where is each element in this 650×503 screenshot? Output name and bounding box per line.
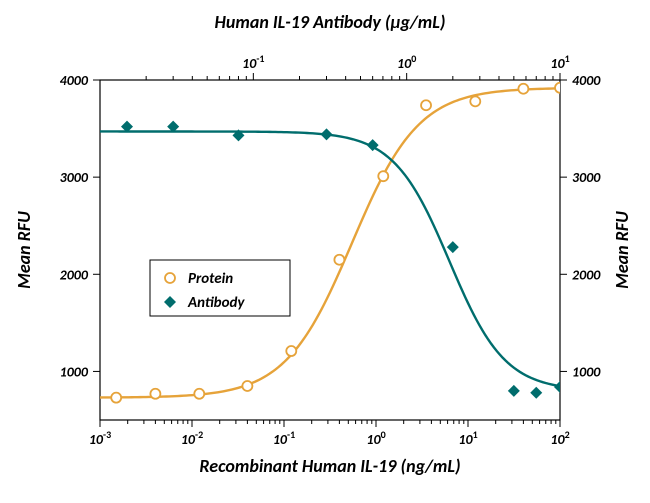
x-bottom-tick-label: 102 xyxy=(550,428,569,449)
x-bottom-tick-label: 10-1 xyxy=(273,428,295,449)
left-axis-title: Mean RFU xyxy=(13,211,35,289)
y-left-tick-label: 4000 xyxy=(60,72,89,89)
top-axis-title: Human IL-19 Antibody (μg/mL) xyxy=(215,11,446,33)
right-axis-title: Mean RFU xyxy=(611,211,633,289)
x-bottom-tick-label: 10-3 xyxy=(89,428,111,449)
y-right-tick-label: 4000 xyxy=(572,72,601,89)
x-bottom-tick-label: 100 xyxy=(366,428,385,449)
y-left-tick-label: 2000 xyxy=(60,266,89,283)
x-bottom-tick-label: 101 xyxy=(458,428,477,449)
y-right-tick-label: 2000 xyxy=(572,266,601,283)
protein-marker xyxy=(470,96,480,106)
antibody-marker xyxy=(508,385,520,397)
x-top-tick-label: 10-1 xyxy=(242,52,264,73)
protein-marker xyxy=(286,346,296,356)
y-right-tick-label: 3000 xyxy=(572,169,601,186)
legend-protein-icon xyxy=(165,273,175,283)
protein-marker xyxy=(242,381,252,391)
y-left-tick-label: 3000 xyxy=(60,169,89,186)
protein-marker xyxy=(111,393,121,403)
x-top-tick-label: 101 xyxy=(550,52,569,73)
legend-label: Antibody xyxy=(187,294,245,312)
antibody-marker xyxy=(320,128,332,140)
protein-marker xyxy=(334,255,344,265)
protein-marker xyxy=(194,389,204,399)
antibody-marker xyxy=(447,241,459,253)
x-bottom-tick-label: 10-2 xyxy=(181,428,203,449)
dose-response-chart: 10-3 10-2 10-1 100 101 102 10-1 100 101 1000 1000 2… xyxy=(0,0,650,503)
antibody-curve xyxy=(100,131,560,386)
protein-marker xyxy=(555,83,565,93)
antibody-marker xyxy=(554,381,566,393)
protein-marker xyxy=(378,171,388,181)
x-top-tick-label: 100 xyxy=(397,52,416,73)
y-right-tick-label: 1000 xyxy=(572,363,601,380)
protein-marker xyxy=(518,84,528,94)
legend-label: Protein xyxy=(188,270,233,288)
y-left-tick-label: 1000 xyxy=(60,363,89,380)
protein-marker xyxy=(421,100,431,110)
protein-marker xyxy=(150,389,160,399)
bottom-axis-title: Recombinant Human IL-19 (ng/mL) xyxy=(199,455,460,477)
chart-svg: 10-3 10-2 10-1 100 101 102 10-1 100 101 1000 1000 2… xyxy=(0,0,650,503)
antibody-marker xyxy=(530,387,542,399)
